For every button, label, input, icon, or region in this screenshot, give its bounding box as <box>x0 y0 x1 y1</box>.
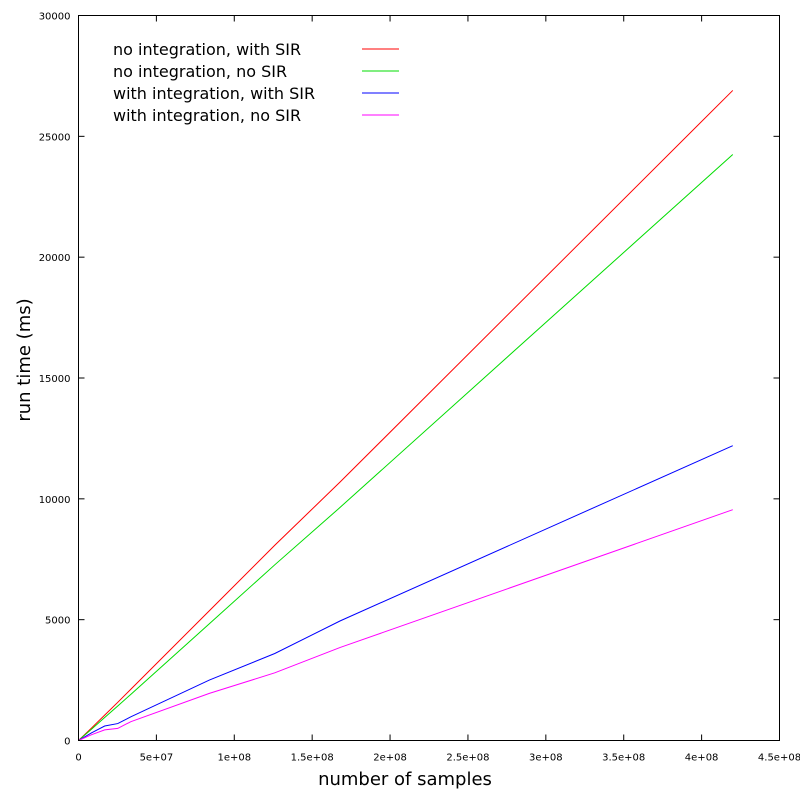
x-tick-label: 2e+08 <box>373 753 407 764</box>
series-line-3 <box>78 445 733 741</box>
y-tick-label: 25000 <box>39 132 71 143</box>
y-axis-ticks: 0 5000 10000 15000 20000 25000 30000 <box>39 12 780 748</box>
x-tick-label: 1.5e+08 <box>291 753 334 764</box>
y-tick-label: 30000 <box>39 12 71 23</box>
x-tick-label: 3.5e+08 <box>602 753 645 764</box>
y-tick-label: 0 <box>64 737 70 748</box>
series-line-4 <box>78 509 733 741</box>
series-line-1 <box>78 90 734 741</box>
x-axis-ticks: 0 5e+07 1e+08 1.5e+08 2e+08 2.5e+08 3e+08 3.5e+… <box>75 15 800 764</box>
series-layer <box>78 90 734 741</box>
y-tick-label: 10000 <box>39 495 71 506</box>
x-axis-title: number of samples <box>318 769 492 790</box>
legend-label: no integration, with SIR <box>113 40 301 59</box>
x-tick-label: 0 <box>75 753 81 764</box>
x-tick-label: 2.5e+08 <box>446 753 489 764</box>
legend: no integration, with SIR no integration, … <box>113 40 399 125</box>
series-line-2 <box>78 154 734 741</box>
y-axis-title: run time (ms) <box>14 298 35 421</box>
x-tick-label: 4e+08 <box>685 753 719 764</box>
y-tick-label: 5000 <box>45 616 70 627</box>
y-tick-label: 15000 <box>39 374 71 385</box>
legend-label: with integration, no SIR <box>113 106 301 125</box>
x-tick-label: 3e+08 <box>529 753 563 764</box>
y-tick-label: 20000 <box>39 253 71 264</box>
legend-label: with integration, with SIR <box>113 84 315 103</box>
x-tick-label: 4.5e+08 <box>758 753 800 764</box>
x-tick-label: 5e+07 <box>140 753 174 764</box>
legend-label: no integration, no SIR <box>113 62 287 81</box>
x-tick-label: 1e+08 <box>217 753 251 764</box>
